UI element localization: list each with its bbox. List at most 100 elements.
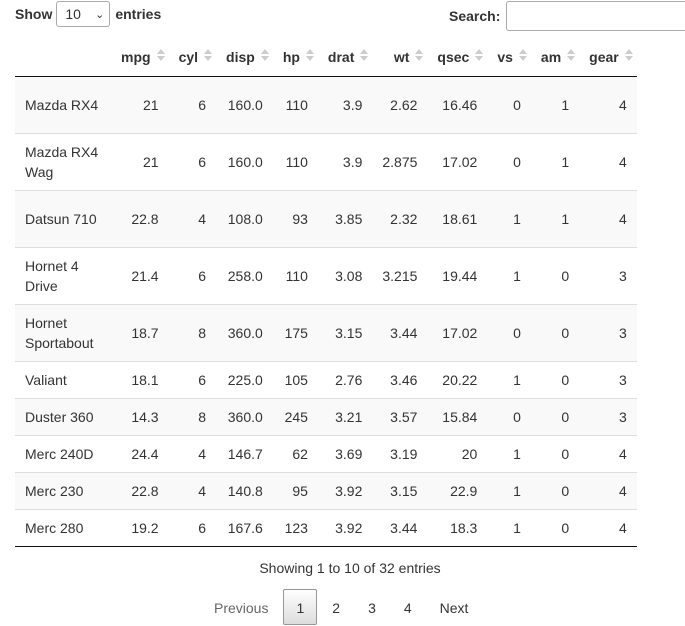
column-header-label: am [540, 48, 562, 65]
cell-am: 0 [530, 508, 580, 547]
cell-cyl: 4 [168, 434, 217, 472]
page-button-1[interactable]: 1 [283, 589, 318, 625]
column-header-label: disp [226, 48, 255, 65]
car-name-text: Merc 240D [25, 445, 94, 462]
table-row[interactable]: Hornet 4 Drive 21.4 6 258.0 110 3.08 3.215 19.4… [15, 246, 637, 304]
cell-drat: 3.92 [317, 471, 373, 509]
cell-wt: 3.44 [372, 303, 428, 361]
cell-wt: 3.44 [372, 508, 428, 547]
column-header-disp[interactable]: disp [216, 38, 273, 77]
cell-cyl: 6 [168, 360, 217, 398]
column-header-gear[interactable]: gear [579, 38, 637, 77]
cell-mpg: 22.8 [111, 471, 169, 509]
car-name-text: Duster 360 [25, 408, 94, 425]
cell-hp: 123 [272, 508, 318, 547]
cell-car-name: Hornet Sportabout [15, 303, 111, 361]
column-header-vs[interactable]: vs [487, 38, 531, 77]
column-header-qsec[interactable]: qsec [427, 38, 488, 77]
entries-select[interactable]: 10 ⌄ [56, 1, 111, 27]
cell-disp: 225.0 [216, 360, 273, 398]
cell-am: 0 [530, 397, 580, 435]
column-header-am[interactable]: am [530, 38, 580, 77]
cell-am: 0 [530, 360, 580, 398]
table-row[interactable]: Duster 360 14.3 8 360.0 245 3.21 3.57 15.84 0 0 3 [15, 397, 637, 435]
cell-mpg: 18.1 [111, 360, 169, 398]
search-control: Search: [449, 1, 685, 31]
table-row[interactable]: Valiant 18.1 6 225.0 105 2.76 3.46 20.22 1 0 3 [15, 360, 637, 398]
search-input[interactable] [506, 1, 685, 31]
table-row[interactable]: Mazda RX4 21 6 160.0 110 3.9 2.62 16.46 0 1 4 [15, 76, 637, 133]
cell-drat: 3.85 [317, 189, 373, 247]
previous-button[interactable]: Previous [214, 600, 269, 616]
cell-qsec: 17.02 [427, 303, 488, 361]
cell-car-name: Merc 280 [15, 508, 111, 547]
cell-disp: 146.7 [216, 434, 273, 472]
car-name-text: Mazda RX4 [25, 96, 99, 113]
column-header-label: qsec [437, 48, 470, 65]
table-row[interactable]: Datsun 710 22.8 4 108.0 93 3.85 2.32 18.61 1 1 4 [15, 189, 637, 247]
sort-icon [567, 49, 576, 65]
cell-hp: 175 [272, 303, 318, 361]
cell-vs: 1 [487, 360, 531, 398]
table-row[interactable]: Merc 280 19.2 6 167.6 123 3.92 3.44 18.3 1 0 4 [15, 508, 637, 547]
cell-qsec: 22.9 [427, 471, 488, 509]
cell-hp: 110 [272, 246, 318, 304]
cell-am: 0 [530, 434, 580, 472]
cell-qsec: 17.02 [427, 132, 488, 190]
cell-vs: 0 [487, 397, 531, 435]
cell-qsec: 19.44 [427, 246, 488, 304]
cell-vs: 0 [487, 76, 531, 133]
page-button-2[interactable]: 2 [332, 600, 341, 616]
table-row[interactable]: Mazda RX4 Wag 21 6 160.0 110 3.9 2.875 17.02 0 1 4 [15, 132, 637, 190]
next-button[interactable]: Next [439, 600, 469, 616]
cell-gear: 4 [579, 508, 637, 547]
cell-gear: 4 [579, 471, 637, 509]
sort-icon [415, 49, 424, 65]
table-row[interactable]: Merc 240D 24.4 4 146.7 62 3.69 3.19 20 1 0 4 [15, 434, 637, 472]
cell-disp: 140.8 [216, 471, 273, 509]
cell-vs: 0 [487, 132, 531, 190]
length-suffix: entries [115, 6, 162, 22]
sort-icon [360, 49, 369, 65]
page-button-3[interactable]: 3 [368, 600, 376, 616]
car-name-text: Hornet 4 Drive [25, 257, 79, 294]
car-name-text: Mazda RX4 Wag [25, 143, 99, 180]
length-prefix: Show [15, 6, 53, 22]
column-header-hp[interactable]: hp [272, 38, 318, 77]
column-header-cyl[interactable]: cyl [168, 38, 217, 77]
cell-car-name: Datsun 710 [15, 189, 111, 247]
cell-hp: 95 [272, 471, 318, 509]
cell-vs: 1 [487, 246, 531, 304]
table-row[interactable]: Hornet Sportabout 18.7 8 360.0 175 3.15 3.44 17… [15, 303, 637, 361]
cell-hp: 62 [272, 434, 318, 472]
cell-hp: 245 [272, 397, 318, 435]
cell-disp: 167.6 [216, 508, 273, 547]
column-header-wt[interactable]: wt [372, 38, 428, 77]
table-body: Mazda RX4 21 6 160.0 110 3.9 2.62 16.46 0 1 4 Mazda… [15, 76, 637, 547]
data-table: mpg cyl disp hp drat wt qsec vs am gear Mazda RX4… [15, 38, 637, 547]
cell-hp: 110 [272, 76, 318, 133]
cell-car-name: Merc 230 [15, 471, 111, 509]
table-row[interactable]: Merc 230 22.8 4 140.8 95 3.92 3.15 22.9 1 0 4 [15, 471, 637, 509]
cell-wt: 2.62 [372, 76, 428, 133]
column-header-name[interactable] [15, 38, 111, 77]
car-name-text: Hornet Sportabout [25, 314, 94, 351]
cell-gear: 4 [579, 189, 637, 247]
cell-gear: 4 [579, 132, 637, 190]
cell-am: 1 [530, 189, 580, 247]
cell-vs: 1 [487, 189, 531, 247]
column-header-drat[interactable]: drat [317, 38, 373, 77]
cell-vs: 1 [487, 471, 531, 509]
page-button-4[interactable]: 4 [403, 600, 412, 616]
cell-qsec: 20.22 [427, 360, 488, 398]
column-header-mpg[interactable]: mpg [111, 38, 169, 77]
cell-disp: 360.0 [216, 397, 273, 435]
cell-drat: 3.9 [317, 132, 373, 190]
cell-drat: 3.9 [317, 76, 373, 133]
search-label: Search: [449, 8, 501, 24]
cell-cyl: 4 [168, 189, 217, 247]
cell-qsec: 18.3 [427, 508, 488, 547]
column-header-label: hp [282, 48, 300, 65]
cell-qsec: 18.61 [427, 189, 488, 247]
cell-gear: 3 [579, 303, 637, 361]
